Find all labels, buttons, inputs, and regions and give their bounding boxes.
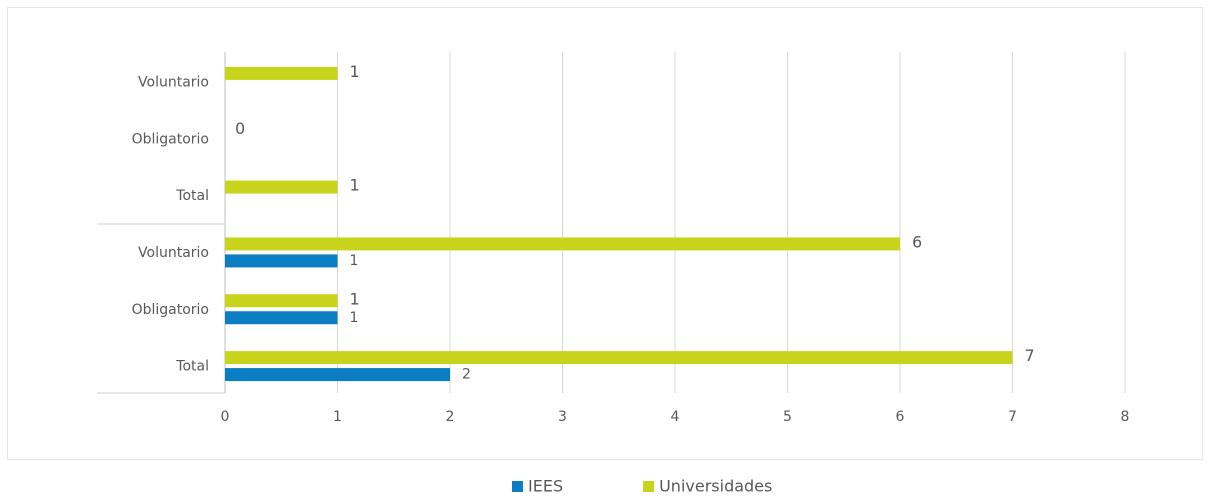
data-label: 1: [350, 176, 360, 195]
x-tick-label: 5: [783, 409, 792, 425]
x-tick-label: 7: [1008, 409, 1017, 425]
legend-label: IEES: [528, 477, 563, 496]
data-label: 1: [350, 289, 360, 308]
bar: [225, 311, 338, 325]
bar: [225, 180, 338, 194]
legend-label: Universidades: [659, 477, 772, 496]
y-tick-label: Total: [175, 359, 209, 375]
x-tick-label: 8: [1121, 409, 1130, 425]
data-label: 1: [350, 62, 360, 81]
y-tick-label: Obligatorio: [132, 302, 209, 318]
x-tick-label: 4: [671, 409, 680, 425]
data-label: 0: [235, 119, 245, 138]
y-tick-label: Voluntario: [138, 74, 209, 90]
data-label: 7: [1025, 346, 1035, 365]
chart-frame: [7, 7, 1203, 460]
x-tick-label: 3: [558, 409, 567, 425]
x-tick-label: 6: [896, 409, 905, 425]
bar: [225, 237, 900, 251]
bar: [225, 294, 338, 308]
bar: [225, 254, 338, 268]
bar: [225, 368, 450, 382]
x-tick-label: 1: [333, 409, 342, 425]
data-label: 1: [350, 253, 359, 269]
legend-swatch: [512, 481, 523, 492]
y-tick-label: Obligatorio: [132, 131, 209, 147]
legend-swatch: [643, 481, 655, 492]
x-tick-label: 0: [221, 409, 230, 425]
data-label: 2: [462, 367, 471, 383]
bar: [225, 66, 338, 80]
y-tick-label: Total: [175, 188, 209, 204]
data-label: 6: [912, 232, 922, 251]
bar: [225, 351, 1013, 365]
data-label: 1: [350, 310, 359, 326]
x-tick-label: 2: [446, 409, 455, 425]
y-tick-label: Voluntario: [138, 245, 209, 261]
